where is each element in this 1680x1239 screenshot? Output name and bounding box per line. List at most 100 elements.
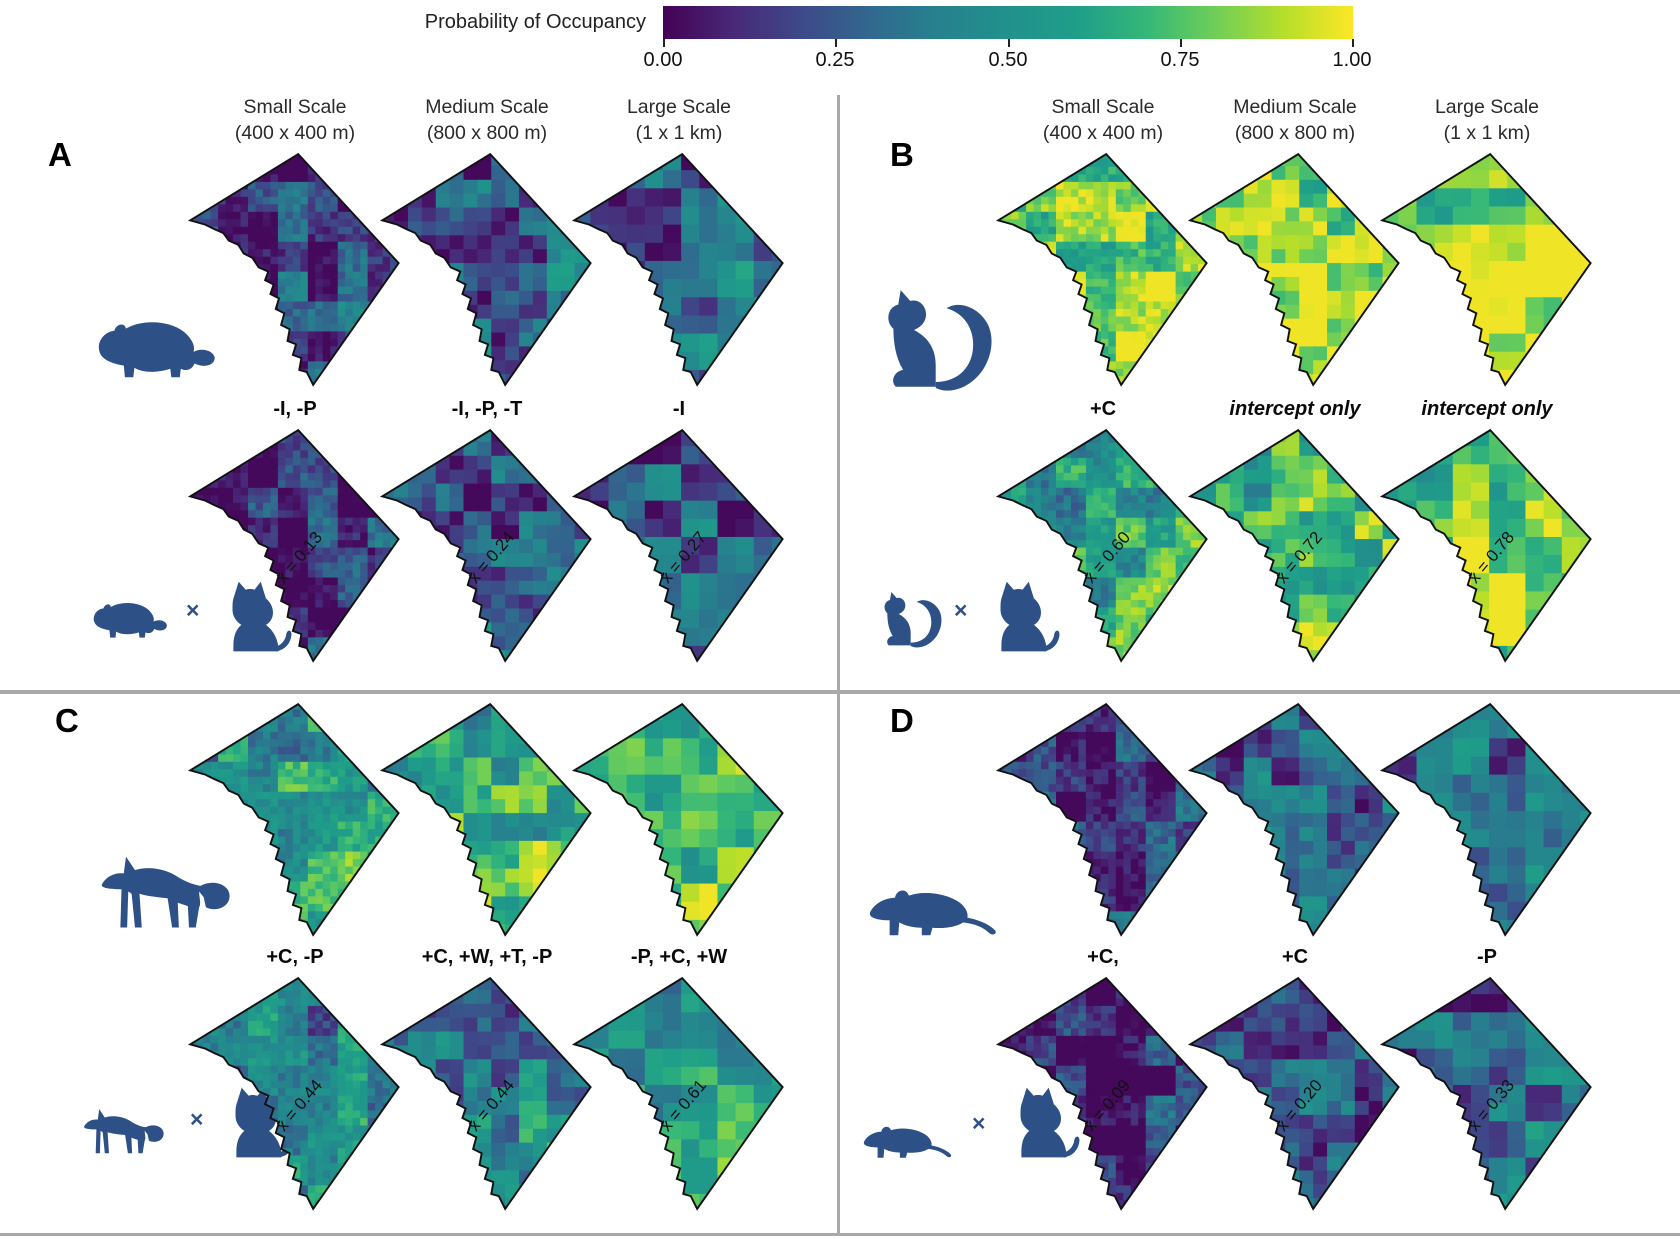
colorbar-tick-label: 0.75 xyxy=(1160,49,1200,71)
map-D-top-large xyxy=(1380,702,1594,937)
map-A-top-small xyxy=(188,152,402,387)
occupancy-map xyxy=(188,152,402,387)
occupancy-map xyxy=(1188,152,1402,387)
scale-header-line2: (800 x 800 m) xyxy=(1234,122,1356,145)
scale-header-medium: Medium Scale (800 x 800 m) xyxy=(1188,94,1402,147)
occupancy-map xyxy=(572,976,786,1211)
squirrel-icon xyxy=(862,277,1007,412)
occupancy-map xyxy=(572,702,786,937)
map-B-bottom-small: x̄ = 0.60 xyxy=(996,428,1210,663)
occupancy-map xyxy=(380,428,594,663)
colorbar-tick xyxy=(1180,39,1182,47)
scale-header-line2: (400 x 400 m) xyxy=(234,122,356,145)
colorbar-tick-label: 0.25 xyxy=(815,49,855,71)
panel-label-C: C xyxy=(55,702,79,739)
map-D-bottom-large: x̄ = 0.33 xyxy=(1380,976,1594,1211)
model-label: +C, +W, +T, -P xyxy=(421,946,553,968)
occupancy-map xyxy=(572,428,786,663)
scale-header-small: Small Scale (400 x 400 m) xyxy=(188,94,402,147)
bottom-divider xyxy=(0,1233,1680,1236)
map-A-bottom-medium: x̄ = 0.24 xyxy=(380,428,594,663)
multiply-sign: × xyxy=(972,1110,986,1136)
scale-header-line1: Medium Scale xyxy=(425,96,549,118)
map-D-top-medium xyxy=(1188,702,1402,937)
map-A-bottom-large: x̄ = 0.27 xyxy=(572,428,786,663)
panel-label-A: A xyxy=(48,136,72,173)
model-label: -P, +C, +W xyxy=(630,946,728,968)
colorbar-gradient xyxy=(663,6,1353,39)
model-label: +C xyxy=(1089,398,1117,420)
scale-header-line1: Small Scale xyxy=(243,96,347,118)
map-D-top-small xyxy=(996,702,1210,937)
map-A-top-large xyxy=(572,152,786,387)
scale-header-line1: Small Scale xyxy=(1051,96,1155,118)
colorbar-tick-label: 0.50 xyxy=(988,49,1028,71)
colorbar-tick xyxy=(835,39,837,47)
multiply-sign: × xyxy=(190,1106,204,1132)
model-label: +C xyxy=(1281,946,1309,968)
map-C-bottom-small: x̄ = 0.44 xyxy=(188,976,402,1211)
scale-header-line1: Medium Scale xyxy=(1233,96,1357,118)
model-label: intercept only xyxy=(1421,398,1553,420)
scale-header-medium: Medium Scale (800 x 800 m) xyxy=(380,94,594,147)
panel-B: B Small Scale (400 x 400 m) Medium Scale… xyxy=(840,92,1680,694)
occupancy-map xyxy=(1188,976,1402,1211)
horizontal-divider xyxy=(0,690,1680,694)
occupancy-map xyxy=(1380,152,1594,387)
occupancy-map xyxy=(380,152,594,387)
colorbar-title: Probability of Occupancy xyxy=(424,11,646,33)
scale-header-line2: (400 x 400 m) xyxy=(1042,122,1164,145)
map-C-bottom-medium: x̄ = 0.44 xyxy=(380,976,594,1211)
occupancy-map xyxy=(380,976,594,1211)
occupancy-map xyxy=(188,976,402,1211)
model-label: -I, -P xyxy=(273,398,317,420)
colorbar-tick xyxy=(1352,39,1354,47)
groundhog-small-icon xyxy=(88,587,183,647)
colorbar-tick xyxy=(663,39,665,47)
occupancy-map xyxy=(996,702,1210,937)
panel-label-D: D xyxy=(890,702,914,739)
map-B-top-small xyxy=(996,152,1210,387)
model-label: -I, -P, -T xyxy=(451,398,523,420)
occupancy-map xyxy=(380,702,594,937)
map-C-top-medium xyxy=(380,702,594,937)
colorbar-tick-label: 1.00 xyxy=(1332,49,1372,71)
occupancy-map xyxy=(188,702,402,937)
scale-header-line1: Large Scale xyxy=(626,96,732,118)
map-B-bottom-medium: x̄ = 0.72 xyxy=(1188,428,1402,663)
fox-small-icon xyxy=(75,1100,185,1156)
multiply-sign: × xyxy=(954,597,968,623)
panel-C: C +C, -P +C, +W, +T, -P -P, +C, +W × x̄ … xyxy=(0,694,838,1239)
scale-header-line2: (1 x 1 km) xyxy=(635,122,723,145)
occupancy-map xyxy=(1380,428,1594,663)
map-C-top-large xyxy=(572,702,786,937)
occupancy-map xyxy=(1188,702,1402,937)
occupancy-map xyxy=(996,152,1210,387)
colorbar-tick xyxy=(1008,39,1010,47)
rat-icon xyxy=(865,862,1015,940)
squirrel-small-icon xyxy=(870,584,950,660)
rat-small-icon xyxy=(860,1108,965,1160)
occupancy-map xyxy=(996,976,1210,1211)
model-label: intercept only xyxy=(1229,398,1361,420)
occupancy-map xyxy=(572,152,786,387)
scale-header-large: Large Scale (1 x 1 km) xyxy=(572,94,786,147)
occupancy-map xyxy=(1188,428,1402,663)
scale-header-line1: Large Scale xyxy=(1434,96,1540,118)
occupancy-map xyxy=(996,428,1210,663)
map-C-bottom-large: x̄ = 0.61 xyxy=(572,976,786,1211)
map-B-bottom-large: x̄ = 0.78 xyxy=(1380,428,1594,663)
panel-label-B: B xyxy=(890,136,914,173)
map-A-bottom-small: x̄ = 0.13 xyxy=(188,428,402,663)
occupancy-map xyxy=(1380,702,1594,937)
scale-header-line2: (800 x 800 m) xyxy=(426,122,548,145)
panel-D: D +C, +C -P × x̄ = 0.09 x̄ = 0.20 x̄ = 0… xyxy=(840,694,1680,1239)
occupancy-map xyxy=(188,428,402,663)
model-label: -I xyxy=(672,398,686,420)
panel-A: A Small Scale (400 x 400 m) Medium Scale… xyxy=(0,92,838,694)
map-B-top-large xyxy=(1380,152,1594,387)
map-A-top-medium xyxy=(380,152,594,387)
map-D-bottom-small: x̄ = 0.09 xyxy=(996,976,1210,1211)
multiply-sign: × xyxy=(186,597,200,623)
